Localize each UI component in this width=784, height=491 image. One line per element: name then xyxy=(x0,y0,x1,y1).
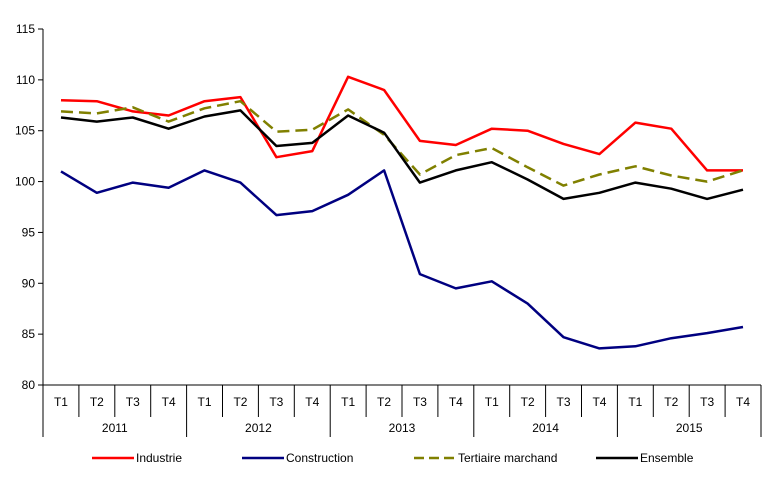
series-line-ensemble xyxy=(60,109,744,201)
y-tick-label: 105 xyxy=(15,124,35,138)
x-tick-label: T2 xyxy=(664,395,678,409)
y-tick-label: 85 xyxy=(22,327,36,341)
x-tick-label: T1 xyxy=(341,395,355,409)
x-tick-label: T3 xyxy=(413,395,427,409)
year-label: 2011 xyxy=(102,421,128,435)
x-tick-label: T3 xyxy=(557,395,571,409)
x-tick-label: T4 xyxy=(162,395,176,409)
x-tick-label: T2 xyxy=(233,395,247,409)
x-tick-label: T2 xyxy=(377,395,391,409)
x-tick-label: T3 xyxy=(700,395,714,409)
x-tick-label: T1 xyxy=(628,395,642,409)
series-lines xyxy=(60,75,744,350)
x-tick-label: T1 xyxy=(485,395,499,409)
y-tick-label: 90 xyxy=(22,276,36,290)
y-tick-label: 100 xyxy=(15,175,35,189)
x-tick-label: T3 xyxy=(269,395,283,409)
x-axis: T1 T2 T3 T4 T1 T2 T3 T4 T1 T2 T3 T4 T1 T2 T3 T4 T1 T2 T3 T4… xyxy=(42,384,762,437)
y-axis: 80 85 90 95 100 105 110 115 xyxy=(15,22,44,392)
legend-label: Tertiaire marchand xyxy=(458,451,557,465)
x-tick-label: T1 xyxy=(198,395,212,409)
y-tick-label: 115 xyxy=(16,22,35,36)
x-tick-label: T4 xyxy=(449,395,463,409)
year-label: 2014 xyxy=(532,421,559,435)
year-label: 2012 xyxy=(245,421,272,435)
legend-label: Ensemble xyxy=(640,451,694,465)
series-line-construction xyxy=(60,169,744,350)
legend-label: Industrie xyxy=(136,451,182,465)
x-tick-label: T4 xyxy=(305,395,319,409)
x-tick-label: T3 xyxy=(126,395,140,409)
series-line-tertiaire-marchand xyxy=(60,99,744,187)
legend: Industrie Construction Tertiaire marchand E… xyxy=(92,451,694,465)
x-tick-label: T2 xyxy=(521,395,535,409)
x-tick-label: T1 xyxy=(54,395,68,409)
y-tick-label: 95 xyxy=(22,225,36,239)
y-tick-label: 80 xyxy=(22,378,36,392)
y-tick-label: 110 xyxy=(16,73,35,87)
x-tick-label: T4 xyxy=(592,395,606,409)
year-label: 2013 xyxy=(389,421,416,435)
x-tick-label: T4 xyxy=(736,395,750,409)
series-line-industrie xyxy=(60,75,743,172)
year-label: 2015 xyxy=(676,421,703,435)
x-tick-label: T2 xyxy=(90,395,104,409)
legend-label: Construction xyxy=(286,451,353,465)
